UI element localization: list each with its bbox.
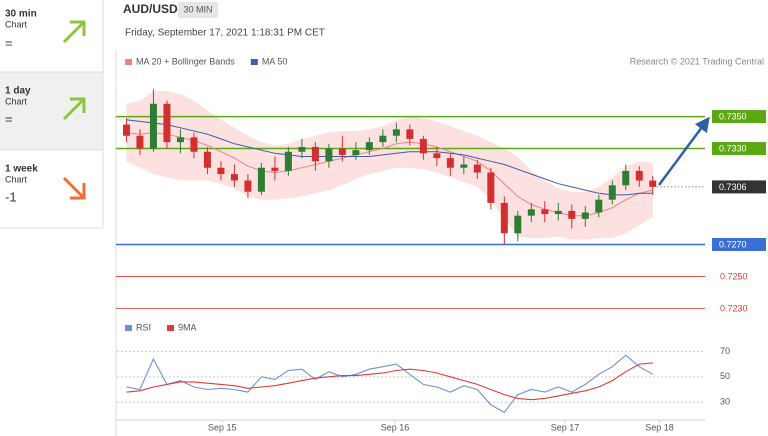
timestamp: Friday, September 17, 2021 1:18:31 PM CE…	[125, 28, 325, 39]
candle-body	[554, 210, 562, 215]
forecast-arrow	[657, 116, 710, 186]
candle-body	[649, 180, 657, 187]
candle-body	[500, 202, 508, 234]
candle-body	[595, 199, 603, 213]
candle-body	[176, 137, 184, 143]
candle-body	[190, 137, 198, 152]
bollinger-band	[126, 90, 653, 240]
symbol: AUD/USD	[123, 2, 178, 16]
level-label: 0.7330	[719, 143, 747, 153]
x-tick-label: Sep 16	[381, 422, 410, 432]
candle-body	[244, 180, 252, 192]
legend-label: MA 20 + Bollinger Bands	[136, 56, 235, 66]
candle-body	[581, 212, 589, 219]
candle-body	[568, 210, 576, 219]
candle-body	[541, 209, 549, 215]
candle-body	[284, 151, 292, 171]
level-label: 0.7306	[719, 182, 747, 192]
candle-body	[217, 167, 225, 175]
candle-body	[635, 170, 643, 181]
candle-body	[230, 174, 238, 181]
legend-label: 9MA	[178, 322, 197, 332]
candle-body	[460, 164, 468, 168]
candle-body	[392, 129, 400, 136]
candle-body	[433, 153, 441, 159]
level-label-box	[712, 180, 766, 194]
level-label-box	[712, 237, 766, 251]
level-label-box	[712, 142, 766, 156]
candle-body	[257, 167, 265, 192]
indicator-line	[126, 362, 653, 401]
indicator-line	[126, 354, 654, 414]
candle-body	[514, 215, 522, 234]
y-tick-label: 70	[720, 346, 730, 356]
y-tick-label: 30	[720, 397, 730, 407]
sidebar-panel-bg	[0, 72, 103, 150]
candle-body	[325, 148, 333, 162]
down-arrow-icon	[62, 176, 86, 200]
candle-body	[149, 103, 157, 149]
moving-average	[126, 132, 653, 217]
legend-label: MA 50	[262, 56, 288, 66]
candle-body	[527, 209, 535, 216]
period: 30 min	[5, 9, 37, 20]
candle-body	[419, 138, 427, 154]
interval-badge	[178, 2, 218, 18]
signal: =	[5, 35, 13, 50]
legend-swatch	[125, 325, 132, 331]
level-label: 0.7350	[719, 111, 747, 121]
legend-label: RSI	[136, 322, 151, 332]
candle-body	[608, 185, 616, 200]
candle-body	[298, 146, 306, 152]
candle-body	[122, 124, 130, 136]
plot: 0.7350 0.7330 0.7306 0.7270 0.7250 0.7230 Sep …	[116, 56, 766, 432]
credit: Research © 2021 Trading Central	[630, 56, 764, 66]
candle-body	[338, 148, 346, 155]
period: 1 week	[5, 164, 38, 175]
legend-swatch	[250, 59, 258, 65]
period: 1 day	[5, 86, 31, 97]
x-tick-label: Sep 17	[551, 422, 580, 432]
candle-body	[163, 103, 171, 143]
level-label: 0.7230	[720, 303, 748, 313]
period-label: Chart	[5, 174, 28, 184]
up-arrow-icon	[62, 20, 86, 44]
level-label-box	[712, 110, 766, 124]
x-tick-label: Sep 15	[208, 422, 237, 432]
candle-body	[487, 172, 495, 203]
candle-body	[311, 146, 319, 162]
period-label: Chart	[5, 19, 28, 29]
x-tick-label: Sep 18	[645, 422, 674, 432]
candle-body	[136, 135, 144, 149]
candle-body	[473, 164, 481, 173]
moving-average	[126, 119, 653, 196]
legend-swatch	[125, 59, 132, 65]
candle-body	[203, 151, 211, 168]
legend-swatch	[167, 325, 175, 331]
candle-body	[379, 135, 387, 143]
y-tick-label: 50	[720, 371, 730, 381]
level-label: 0.7250	[720, 271, 748, 281]
candle-body	[352, 150, 360, 155]
candle-body	[622, 170, 630, 186]
signal: -1	[5, 189, 17, 204]
interval: 30 MIN	[183, 4, 212, 14]
candle-body	[271, 167, 279, 171]
candle-body	[406, 129, 414, 139]
level-label: 0.7270	[719, 239, 747, 249]
up-arrow-icon	[62, 97, 86, 121]
candle-body	[446, 158, 454, 168]
period-label: Chart	[5, 96, 28, 106]
signal: =	[5, 111, 13, 126]
candle-body	[365, 142, 373, 151]
